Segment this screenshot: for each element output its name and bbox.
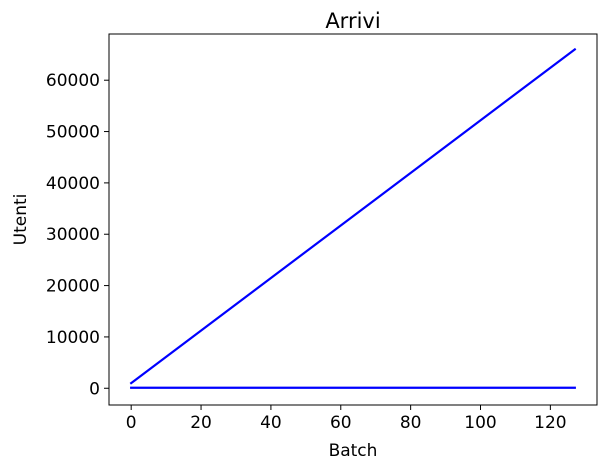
y-axis-ticks: 0 10000 20000 30000 40000 50000 60000 xyxy=(46,71,109,399)
x-tick-label: 0 xyxy=(126,413,137,433)
x-tick-label: 100 xyxy=(464,413,496,433)
y-tick-label: 50000 xyxy=(46,123,100,143)
y-tick-label: 20000 xyxy=(46,277,100,297)
series-layer xyxy=(129,47,577,389)
x-axis-label: Batch xyxy=(329,441,378,461)
x-tick-label: 40 xyxy=(260,413,282,433)
x-tick-label: 20 xyxy=(190,413,212,433)
y-tick-label: 30000 xyxy=(46,225,100,245)
y-axis-label: Utenti xyxy=(11,194,31,246)
y-tick-label: 0 xyxy=(89,379,100,399)
plot-frame xyxy=(108,33,598,406)
y-tick-label: 40000 xyxy=(46,174,100,194)
x-tick-label: 80 xyxy=(400,413,422,433)
y-tick-label: 60000 xyxy=(46,71,100,91)
y-tick-label: 10000 xyxy=(46,328,100,348)
x-tick-label: 60 xyxy=(330,413,352,433)
series-line-1 xyxy=(129,47,577,385)
x-tick-label: 120 xyxy=(534,413,566,433)
chart-title: Arrivi xyxy=(325,9,380,33)
x-axis-ticks: 0 20 40 60 80 100 120 xyxy=(126,405,567,433)
